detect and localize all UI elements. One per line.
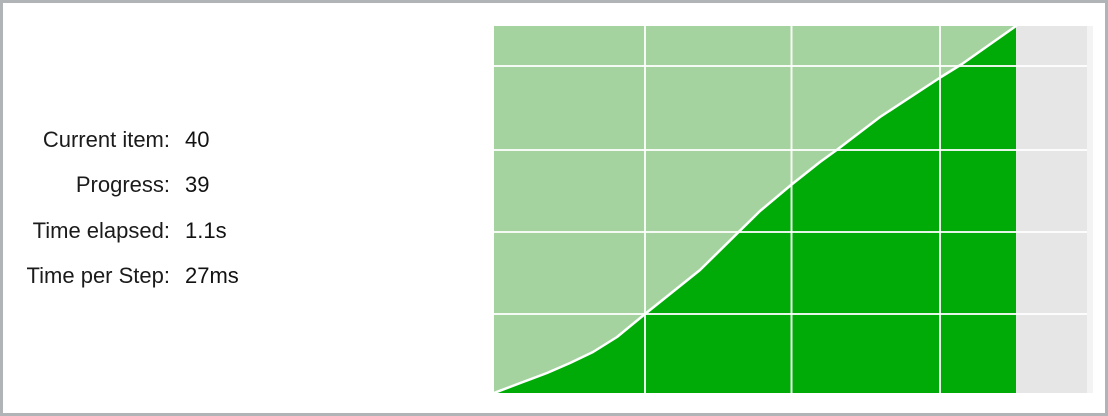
progress-chart-svg — [494, 26, 1087, 393]
chart-area-fill — [494, 26, 1016, 393]
progress-chart — [494, 26, 1087, 393]
chart-right-edge-strip — [1087, 26, 1093, 393]
stat-value-progress: 39 — [185, 172, 210, 198]
stat-label-time-elapsed: Time elapsed: — [32, 217, 170, 243]
stat-label-current-item: Current item: — [42, 126, 170, 152]
stat-value-time-elapsed: 1.1s — [185, 217, 227, 243]
stat-label-time-per-step: Time per Step: — [26, 263, 170, 289]
stats-panel: Current item: 40 Progress: 39 Time elaps… — [12, 117, 239, 299]
chart-remaining-background — [1016, 26, 1087, 393]
stat-value-current-item: 40 — [185, 126, 210, 152]
chart-progress-curve — [494, 26, 1018, 393]
stat-value-time-per-step: 27ms — [185, 263, 239, 289]
stat-label-progress: Progress: — [75, 172, 170, 198]
